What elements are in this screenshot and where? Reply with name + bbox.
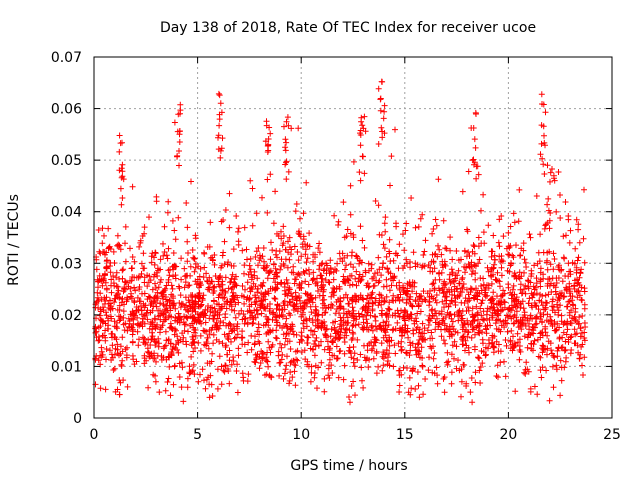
data-point-markers <box>92 78 589 406</box>
chart-title: Day 138 of 2018, Rate Of TEC Index for r… <box>160 20 536 36</box>
y-tick-label: 0 <box>73 411 82 427</box>
x-tick-label: 10 <box>292 427 310 443</box>
x-tick-label: 15 <box>396 427 414 443</box>
x-tick-label: 25 <box>603 427 621 443</box>
y-tick-label: 0.01 <box>51 359 82 375</box>
data-points <box>92 78 589 406</box>
y-tick-label: 0.02 <box>51 308 82 324</box>
y-tick-label: 0.06 <box>51 102 82 118</box>
y-tick-label: 0.04 <box>51 205 82 221</box>
x-tick-label: 5 <box>193 427 202 443</box>
y-tick-label: 0.05 <box>51 153 82 169</box>
plot-frame <box>93 56 613 419</box>
y-tick-label: 0.07 <box>51 50 82 66</box>
x-axis-label: GPS time / hours <box>290 458 407 474</box>
y-tick-label: 0.03 <box>51 256 82 272</box>
x-tick-label: 20 <box>499 427 517 443</box>
y-axis-label: ROTI / TECUs <box>6 194 22 286</box>
x-tick-label: 0 <box>90 427 99 443</box>
x-axis-ticks: 0 5 10 15 20 25 <box>90 57 621 443</box>
y-axis-ticks: 0 0.01 0.02 0.03 0.04 0.05 0.06 0.07 <box>51 50 612 427</box>
